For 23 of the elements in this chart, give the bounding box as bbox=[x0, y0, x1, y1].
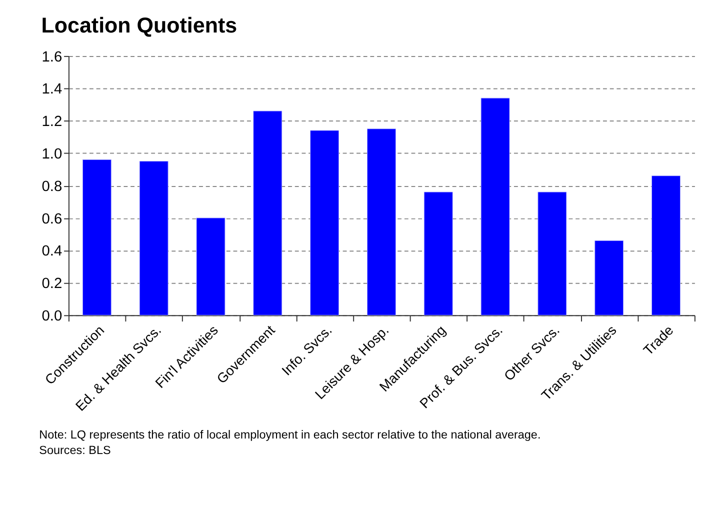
bar bbox=[139, 161, 168, 316]
y-tick-label: 0.8 bbox=[42, 178, 62, 195]
bar bbox=[196, 218, 226, 316]
y-tick-label: 1.4 bbox=[42, 82, 62, 98]
y-tick-label: 0.6 bbox=[42, 211, 62, 228]
bar bbox=[652, 176, 680, 316]
bar bbox=[538, 192, 567, 316]
bar bbox=[253, 110, 282, 316]
bar bbox=[82, 159, 112, 316]
y-tick-label: 0.0 bbox=[42, 308, 62, 325]
y-tick-label: 1.2 bbox=[42, 114, 62, 130]
bar bbox=[366, 128, 396, 316]
bar bbox=[424, 192, 453, 316]
y-tick-label: 0.4 bbox=[42, 244, 62, 260]
text: Note: LQ represents the ratio of local employment in each sector relative to the national average. bbox=[39, 428, 541, 442]
y-tick-label: 0.2 bbox=[42, 276, 62, 292]
y-tick-label: 1.0 bbox=[42, 146, 62, 163]
source-note: Sources: BLS bbox=[39, 444, 111, 458]
y-tick-label: 1.6 bbox=[42, 49, 62, 66]
bar bbox=[480, 98, 510, 316]
bar bbox=[310, 130, 340, 316]
bar bbox=[594, 240, 624, 316]
chart-title: Location Quotients bbox=[41, 13, 238, 38]
